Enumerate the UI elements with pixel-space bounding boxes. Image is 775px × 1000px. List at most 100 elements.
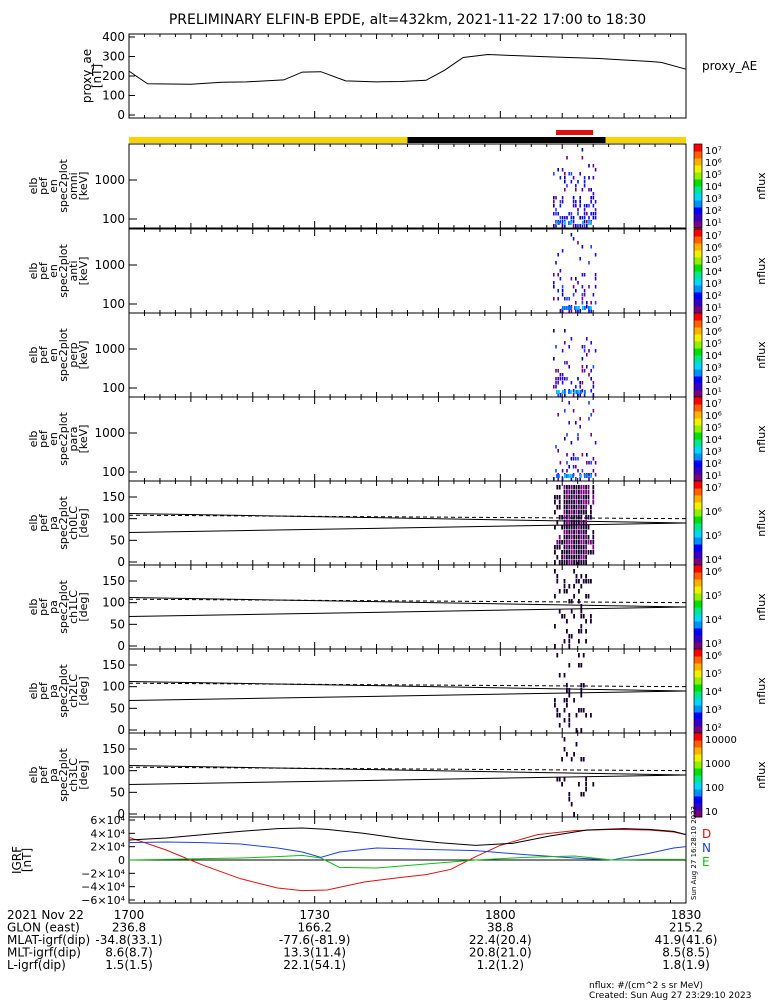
colorbar-segment — [694, 796, 702, 804]
footer-row-value: 215.2 — [669, 921, 703, 935]
pitch-pixel — [568, 525, 571, 530]
spectrogram-pixel — [561, 285, 564, 289]
axis-label-line: elb — [27, 431, 40, 448]
pitch-pixel — [568, 495, 571, 500]
pitch-pixel — [575, 520, 578, 525]
igrf-tick-label: 2×10⁴ — [90, 841, 125, 854]
pitch-tick-label: 0 — [117, 639, 125, 653]
pitch-pixel — [580, 604, 583, 609]
antiloss-cone-line — [128, 766, 687, 772]
colorbar-segment — [694, 432, 702, 440]
spectrogram-pixel — [581, 369, 584, 373]
colorbar-tick-label: 10² — [705, 291, 722, 302]
pitch-pixel — [556, 574, 559, 579]
spectrogram-pixel — [575, 477, 577, 481]
colorbar-segment — [694, 383, 702, 391]
spectrogram-pixel — [564, 437, 566, 441]
colorbar-segment — [694, 502, 702, 510]
pitch-pixel — [563, 495, 566, 500]
spectrogram-pixel — [555, 369, 557, 373]
colorbar-segment — [694, 467, 702, 475]
pitch-pixel — [563, 550, 566, 555]
antiloss-cone-line — [128, 514, 687, 520]
axis-label-line: elb — [27, 599, 40, 616]
pitch-pixel — [561, 782, 563, 787]
pitch-pixel — [575, 555, 578, 560]
energy-spectrogram-pixels — [553, 329, 597, 397]
pitch-pixel — [582, 792, 585, 797]
colorbar-frame — [693, 143, 703, 229]
loss-cone-line — [128, 596, 687, 608]
colorbar-segment — [694, 509, 702, 517]
pitch-pixel — [592, 782, 595, 787]
pitch-pixel — [568, 792, 571, 797]
spectrogram-pixel — [594, 212, 597, 216]
colorbar-segment — [694, 572, 702, 580]
pitch-pixel — [575, 713, 578, 718]
spectrogram-pixel — [588, 417, 590, 421]
footer-row-label: MLAT-igrf(dip) — [7, 933, 90, 947]
spectrogram-pixel — [575, 184, 577, 188]
ae-tick-label: 0 — [117, 108, 125, 122]
pitch-pixel — [566, 619, 568, 624]
colorbar-segment — [694, 411, 702, 419]
pitch-pixel — [570, 535, 573, 540]
pitch-pixel — [563, 584, 566, 589]
footer-row-value: 22.4(20.4) — [469, 933, 532, 947]
footer-row-value: 1800 — [485, 908, 516, 922]
pitch-pixel — [582, 560, 585, 565]
pitch-pixel — [585, 713, 587, 718]
colorbar-segment — [694, 684, 702, 692]
pitch-pixel — [580, 683, 583, 688]
spectrogram-pixel — [572, 409, 575, 413]
pitch-pixel — [582, 505, 585, 510]
spectrogram-pixel — [581, 273, 584, 277]
spectrogram-pixel — [594, 277, 597, 281]
spectrogram-pixel — [564, 297, 566, 301]
spectrogram-pixel — [568, 421, 570, 425]
colorbar-tick-label: 1000 — [705, 759, 730, 770]
spectrogram-pixel — [583, 224, 586, 228]
colorbar-tick-label: 10² — [705, 375, 722, 386]
pitch-pixel — [570, 505, 573, 510]
spectrogram-pixel — [564, 390, 566, 394]
igrf-tick-label: −6×10⁴ — [81, 894, 125, 907]
pitch-pixel — [573, 545, 575, 550]
colorbar-tick-label: 10³ — [705, 705, 722, 716]
pitch-pixel — [563, 639, 566, 644]
colorbar-segment — [694, 214, 702, 222]
energy-spectrogram-pixels — [553, 148, 597, 228]
pitch-pixel — [558, 485, 561, 490]
spectrogram-pixel — [570, 337, 573, 341]
pitch-pixel — [585, 629, 587, 634]
igrf-ylabel: IGRF[nT] — [10, 846, 34, 874]
spectrogram-pixel — [583, 184, 586, 188]
pitch-pixel — [592, 500, 595, 505]
pitch-pixel — [568, 688, 571, 693]
spectrogram-pixel — [564, 361, 566, 365]
colorbar-tick-label: 10⁷ — [705, 483, 722, 494]
igrf-tick-label: −4×10⁴ — [81, 881, 125, 894]
spectrogram-pixel — [581, 301, 584, 305]
pitch-pixel — [587, 525, 590, 530]
spectrogram-pixel — [579, 381, 581, 385]
colorbar-tick-label: 10⁷ — [705, 231, 722, 242]
spectrogram-pixel — [594, 285, 597, 289]
pitch-pixel — [570, 490, 573, 495]
pitch-pixel — [585, 594, 587, 599]
spectrogram-pixel — [586, 224, 588, 228]
pitch-pixel — [570, 515, 573, 520]
colorbar-segment — [694, 775, 702, 783]
spectrogram-pixel — [583, 180, 586, 184]
colorbar-label-text: nflux — [755, 761, 768, 789]
spectrogram-pixel — [566, 361, 568, 365]
igrf-legend-label: D — [702, 827, 711, 841]
pitch-pixel — [561, 555, 563, 560]
pitch-pixel — [563, 698, 566, 703]
pitch-pixel — [563, 718, 566, 723]
pitch-pixel — [573, 515, 575, 520]
spectrogram-pixel — [586, 365, 588, 369]
pitch-pixel — [580, 728, 583, 733]
pitch-pixel — [578, 505, 580, 510]
